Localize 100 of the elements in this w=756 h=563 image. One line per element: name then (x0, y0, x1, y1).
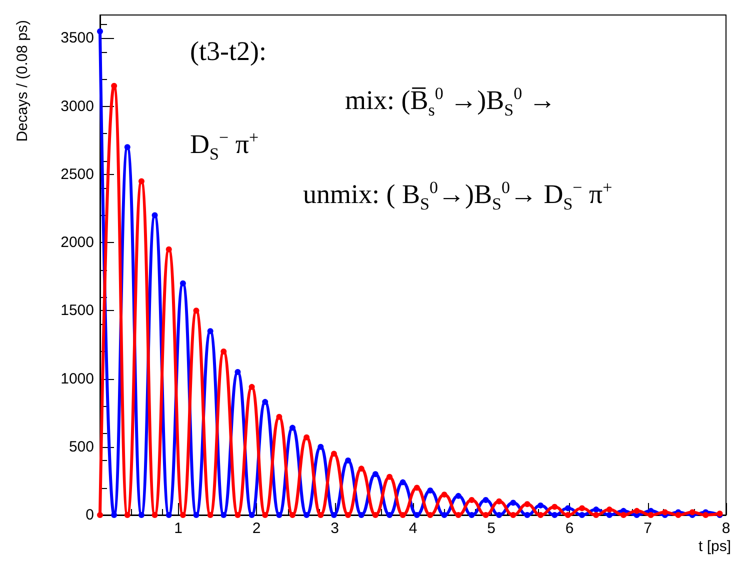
point (318, 512, 324, 518)
point (207, 328, 214, 334)
point (358, 466, 364, 472)
point (496, 512, 502, 518)
point (620, 512, 626, 518)
point (318, 444, 324, 450)
annotation: mix: (B̅$_{s}$$^{0}$ →)B$_{S}$$^{0}$ → (345, 84, 556, 120)
point (689, 509, 696, 516)
point (358, 512, 364, 518)
point (441, 512, 448, 518)
point (124, 144, 130, 150)
x-tick-label: 5 (487, 520, 496, 537)
x-axis-title: t [ps] (698, 538, 731, 555)
point (675, 512, 682, 518)
point (248, 384, 255, 390)
point (386, 512, 393, 518)
y-tick-label: 1500 (60, 302, 94, 320)
annotation: (t3-t2): (190, 36, 266, 67)
point (524, 501, 530, 508)
y-tick-label: 1000 (60, 370, 94, 388)
point (634, 508, 640, 514)
point (482, 512, 489, 518)
x-tick-label: 3 (330, 520, 339, 537)
point (345, 512, 352, 518)
point (579, 512, 586, 518)
point (290, 424, 296, 431)
y-tick-label: 2000 (60, 234, 94, 252)
point (648, 512, 654, 518)
point (180, 512, 186, 518)
point (372, 471, 378, 478)
point (138, 512, 144, 518)
y-tick-label: 3500 (60, 30, 94, 47)
point (290, 512, 296, 518)
y-tick-label: 0 (86, 506, 94, 524)
point (166, 246, 172, 252)
point (564, 505, 571, 512)
point (441, 492, 448, 498)
y-axis-title: Decays / (0.08 ps) (14, 20, 31, 142)
point (593, 512, 600, 518)
point (276, 414, 282, 420)
point (427, 487, 434, 494)
point (455, 512, 462, 518)
point (552, 504, 558, 510)
point (400, 479, 406, 486)
x-tick-label: 1 (174, 520, 182, 537)
point (414, 512, 420, 518)
point (262, 398, 268, 405)
point (193, 308, 200, 314)
point (152, 512, 158, 518)
point (234, 368, 241, 375)
y-tick-label: 2500 (60, 166, 94, 183)
x-tick-label: 4 (408, 520, 418, 537)
point (538, 512, 544, 518)
point (372, 512, 378, 518)
point (414, 484, 420, 491)
point (579, 505, 586, 512)
point (220, 512, 227, 518)
point (138, 178, 144, 184)
point (564, 512, 571, 518)
point (180, 280, 186, 286)
point (702, 512, 709, 518)
point (330, 512, 337, 518)
point (538, 502, 544, 508)
point (304, 512, 310, 518)
point (248, 512, 255, 518)
point (593, 506, 600, 513)
point (220, 348, 227, 355)
point (345, 458, 352, 464)
annotation: D$_{S}$$^{−}$ π$^{+}$ (190, 128, 259, 164)
point (386, 474, 393, 480)
x-tick-label: 6 (565, 520, 574, 537)
point (124, 512, 130, 518)
point (166, 512, 172, 518)
point (234, 512, 241, 518)
point (524, 512, 530, 518)
point (552, 512, 558, 518)
point (468, 497, 475, 504)
point (510, 500, 516, 506)
point (606, 506, 612, 513)
point (97, 512, 103, 518)
text: unmix: ( B$_{S}$$^{0}$→)B$_{S}$$^{0}$→ D$_{S}$$^{−}$ π$^{+}$ (303, 178, 612, 214)
point (330, 450, 337, 457)
point (455, 492, 462, 499)
point (427, 512, 434, 518)
point (510, 512, 516, 518)
y-tick-label: 500 (68, 438, 94, 456)
x-tick-label: 8 (722, 520, 730, 537)
x-tick-label: 7 (644, 520, 652, 537)
point (262, 512, 268, 518)
point (662, 509, 668, 516)
point (468, 512, 475, 518)
y-tick-label: 3000 (60, 98, 94, 115)
point (606, 512, 612, 518)
point (152, 212, 158, 218)
point (304, 434, 310, 440)
point (207, 512, 214, 518)
point (400, 512, 406, 518)
point (482, 497, 489, 504)
point (97, 28, 103, 34)
point (193, 512, 200, 518)
